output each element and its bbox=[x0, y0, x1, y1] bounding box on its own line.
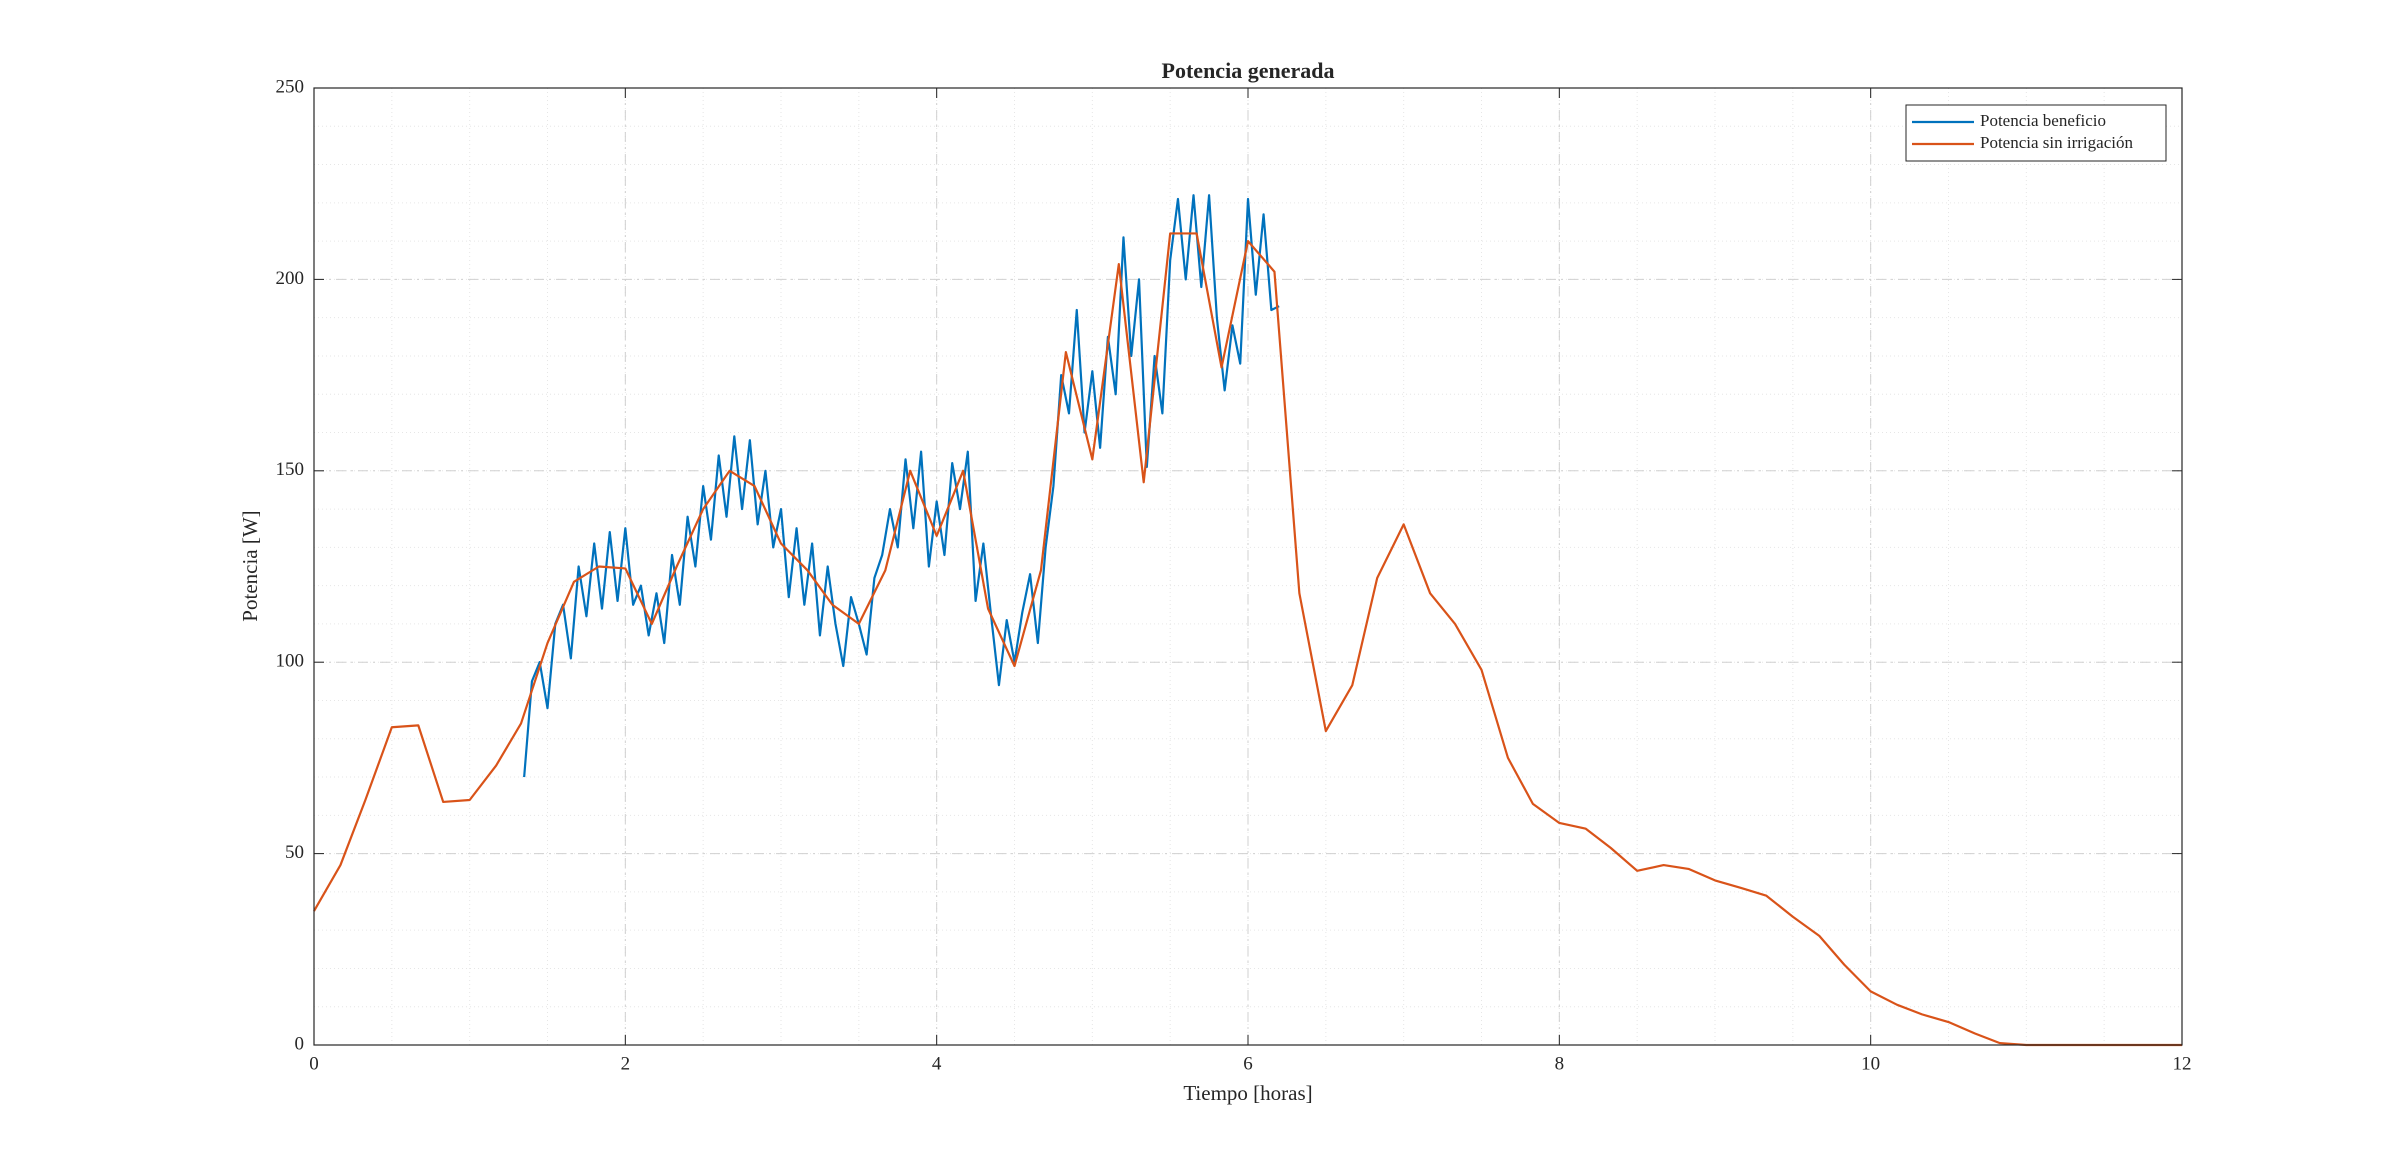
x-tick-label: 12 bbox=[2173, 1053, 2192, 1074]
x-tick-label: 10 bbox=[1861, 1053, 1880, 1074]
x-tick-label: 2 bbox=[621, 1053, 631, 1074]
y-axis-label: Potencia [W] bbox=[238, 510, 262, 621]
y-tick-label: 150 bbox=[276, 459, 305, 480]
x-tick-label: 4 bbox=[932, 1053, 942, 1074]
y-tick-label: 0 bbox=[295, 1033, 305, 1054]
y-tick-label: 200 bbox=[276, 268, 305, 289]
axes-box bbox=[313, 87, 2183, 1046]
y-tick-label: 250 bbox=[276, 76, 305, 97]
x-tick-label: 6 bbox=[1243, 1053, 1253, 1074]
legend-box bbox=[1905, 104, 2167, 162]
chart-title: Potencia generada bbox=[1162, 58, 1335, 83]
x-axis-label: Tiempo [horas] bbox=[1183, 1081, 1312, 1105]
x-tick-label: 8 bbox=[1555, 1053, 1565, 1074]
legend-label: Potencia beneficio bbox=[1980, 111, 2106, 130]
y-tick-label: 100 bbox=[276, 651, 305, 672]
y-tick-label: 50 bbox=[285, 842, 304, 863]
x-tick-label: 0 bbox=[309, 1053, 319, 1074]
data-line bbox=[313, 232, 2182, 1047]
legend-label: Potencia sin irrigación bbox=[1980, 133, 2133, 152]
